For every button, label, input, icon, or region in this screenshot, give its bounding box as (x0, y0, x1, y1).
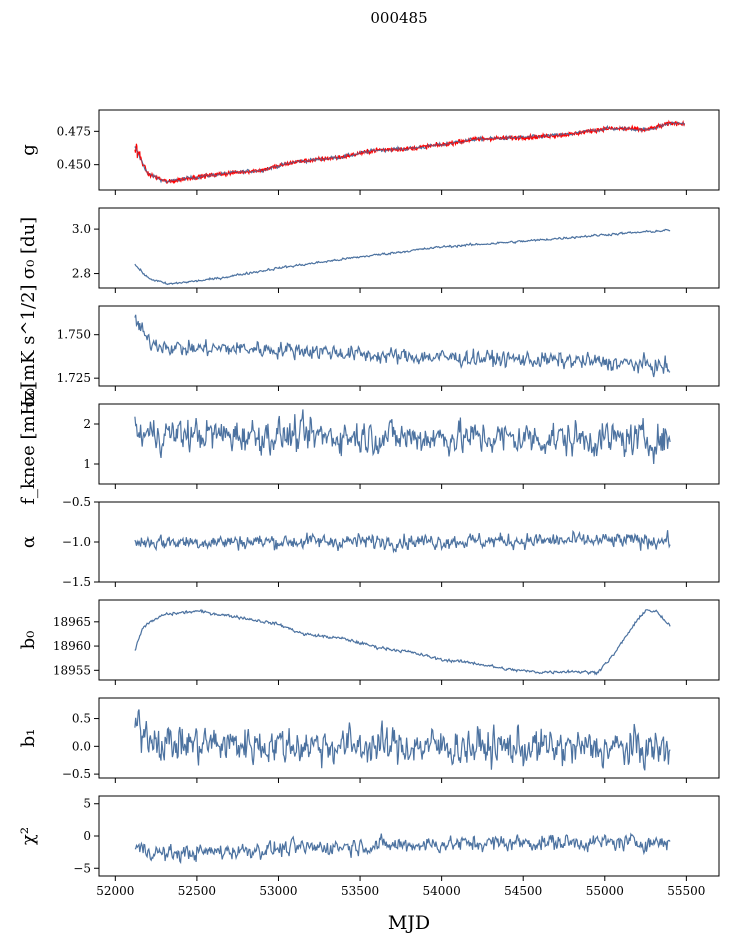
y-tick-label: −1.0 (62, 535, 91, 549)
series-core-g (134, 121, 685, 183)
y-axis-label-g: g (18, 144, 39, 156)
y-axis-label-alpha: α (18, 536, 39, 548)
panel-b1: −0.5 0.0 0.5 b₁ (18, 697, 720, 783)
x-tick-label: 54000 (423, 884, 461, 898)
x-tick-label: 55500 (667, 884, 705, 898)
y-tick-label: −0.5 (62, 495, 91, 509)
y-tick-label: 5 (83, 797, 91, 811)
y-tick-label: 0.5 (72, 712, 91, 726)
x-tick-label: 53000 (259, 884, 297, 898)
series-line-alpha (134, 529, 671, 554)
y-tick-label: 18955 (53, 663, 91, 677)
panel-frame-g (98, 109, 720, 191)
y-axis-label-b0: b₀ (18, 631, 39, 650)
x-axis-label: MJD (388, 912, 430, 934)
y-axis-label-fknee: f_knee [mHz] (18, 383, 39, 504)
panel-frame-fknee (98, 403, 720, 485)
y-tick-label: −0.5 (62, 767, 91, 781)
panel-chi2: −5 0 5 52000 52500 53000 53500 54000 54500 55000 5… (18, 795, 720, 898)
y-tick-label: 18960 (53, 639, 91, 653)
panels: 0.450 0.475 g 2.8 3.0 σ₀ [du] 1.725 1.750 σ₀[mK … (18, 109, 720, 898)
panel-frame-b1 (98, 697, 720, 779)
series-line-b0 (134, 608, 671, 676)
series-line-fknee (134, 409, 671, 465)
y-tick-label: 0.475 (57, 124, 91, 138)
y-tick-label: 0 (83, 829, 91, 843)
x-tick-label: 54500 (504, 884, 542, 898)
figure-title: 000485 (370, 9, 427, 27)
y-axis-label-sigma0: σ₀ [du] (18, 217, 39, 279)
y-tick-label: 0.450 (57, 158, 91, 172)
panel-frame-sigma0 (98, 207, 720, 289)
series-line-sigma0_mk (134, 314, 671, 378)
x-tick-label: 55000 (586, 884, 624, 898)
series-line-chi2 (134, 832, 671, 865)
series-line-b1 (134, 709, 671, 771)
x-tick-label: 52000 (96, 884, 134, 898)
panel-sigma0: 2.8 3.0 σ₀ [du] (18, 207, 720, 293)
y-tick-label: 1.725 (57, 371, 91, 385)
y-tick-label: 2.8 (72, 267, 91, 281)
y-tick-label: 3.0 (72, 222, 91, 236)
x-tick-label: 53500 (341, 884, 379, 898)
panel-sigma0_mk: 1.725 1.750 σ₀[mK s^1/2] (18, 284, 720, 408)
y-tick-label: −1.5 (62, 575, 91, 589)
y-axis-label-chi2: χ² (18, 827, 39, 845)
panel-alpha: −1.5 −1.0 −0.5 α (18, 495, 720, 589)
panel-frame-sigma0_mk (98, 305, 720, 387)
panel-fknee: 1 2 f_knee [mHz] (18, 383, 720, 505)
y-tick-label: 0.0 (72, 739, 91, 753)
y-tick-label: 1 (83, 457, 91, 471)
panel-frame-b0 (98, 599, 720, 681)
panel-b0: 18955 18960 18965 b₀ (18, 599, 720, 685)
y-axis-label-b1: b₁ (18, 729, 39, 748)
y-axis-label-sigma0_mk: σ₀[mK s^1/2] (18, 284, 39, 407)
panel-g: 0.450 0.475 g (18, 109, 720, 195)
series-line-sigma0 (134, 228, 671, 286)
y-tick-label: −5 (73, 861, 91, 875)
y-tick-label: 18965 (53, 615, 91, 629)
y-tick-label: 2 (83, 417, 91, 431)
y-tick-label: 1.750 (57, 328, 91, 342)
x-tick-label: 52500 (178, 884, 216, 898)
